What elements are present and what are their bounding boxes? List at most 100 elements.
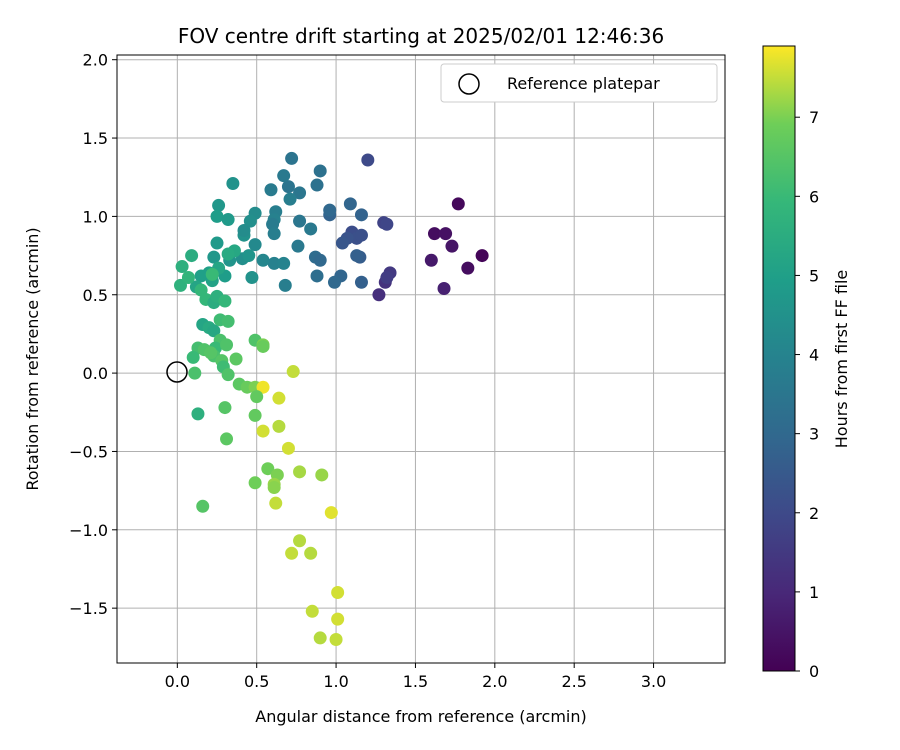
data-point xyxy=(221,213,235,227)
x-tick-label: 3.0 xyxy=(641,672,666,691)
data-point xyxy=(324,506,338,520)
data-point xyxy=(269,496,283,510)
data-point xyxy=(261,462,275,476)
data-point xyxy=(313,253,327,267)
data-point xyxy=(281,441,295,455)
data-point xyxy=(343,197,357,211)
data-point xyxy=(427,227,441,241)
data-point xyxy=(243,214,257,228)
data-points xyxy=(173,151,489,646)
data-point xyxy=(221,247,235,261)
data-point xyxy=(293,186,307,200)
colorbar-label: Hours from first FF file xyxy=(832,270,851,449)
colorbar-tick-label: 2 xyxy=(809,504,819,523)
data-point xyxy=(354,208,368,222)
data-point xyxy=(256,253,270,267)
data-point xyxy=(181,271,195,285)
data-point xyxy=(304,546,318,560)
data-point xyxy=(305,604,319,618)
data-point xyxy=(220,432,234,446)
data-point xyxy=(186,350,200,364)
data-point xyxy=(226,176,240,190)
grid-lines xyxy=(117,55,725,663)
data-point xyxy=(445,239,459,253)
data-point xyxy=(461,261,475,275)
x-tick-label: 0.5 xyxy=(244,672,269,691)
data-point xyxy=(212,198,226,212)
data-point xyxy=(188,366,202,380)
colorbar-gradient xyxy=(762,45,796,672)
legend-label: Reference platepar xyxy=(507,74,660,93)
data-point xyxy=(304,222,318,236)
data-point xyxy=(283,192,297,206)
data-point xyxy=(277,169,291,183)
colorbar-tick-label: 5 xyxy=(809,266,819,285)
data-point xyxy=(293,214,307,228)
data-point xyxy=(194,269,208,283)
data-point xyxy=(248,238,262,252)
data-point xyxy=(293,465,307,479)
data-point xyxy=(335,236,349,250)
data-point xyxy=(256,380,270,394)
data-point xyxy=(185,249,199,263)
data-point xyxy=(286,365,300,379)
data-point xyxy=(285,151,299,165)
data-point xyxy=(248,408,262,422)
data-point xyxy=(204,346,218,360)
data-point xyxy=(221,314,235,328)
x-tick-label: 1.0 xyxy=(323,672,348,691)
y-tick-label: 0.5 xyxy=(83,286,108,305)
data-point xyxy=(439,227,453,241)
data-point xyxy=(207,250,221,264)
y-tick-label: 2.0 xyxy=(83,51,108,70)
data-point xyxy=(250,390,264,404)
data-point xyxy=(256,339,270,353)
data-point xyxy=(285,546,299,560)
data-point xyxy=(310,178,324,192)
data-point xyxy=(372,288,386,302)
data-point xyxy=(331,585,345,599)
data-point xyxy=(173,278,187,292)
data-point xyxy=(264,183,278,197)
colorbar-tick-label: 0 xyxy=(809,662,819,681)
data-point xyxy=(248,476,262,490)
data-point xyxy=(277,256,291,270)
y-ticks: −1.5 −1.0 −0.5 0.0 0.5 1.0 1.5 2.0 xyxy=(69,51,117,618)
y-tick-label: −1.0 xyxy=(69,521,108,540)
reference-point-marker xyxy=(166,361,188,383)
data-point xyxy=(350,249,364,263)
data-point xyxy=(237,224,251,238)
data-point xyxy=(221,368,235,382)
data-point xyxy=(329,632,343,646)
x-tick-label: 0.0 xyxy=(165,672,190,691)
data-point xyxy=(205,267,219,281)
data-point xyxy=(278,278,292,292)
plot-frame xyxy=(116,54,726,664)
data-point xyxy=(256,424,270,438)
colorbar-tick-label: 1 xyxy=(809,583,819,602)
y-tick-label: −0.5 xyxy=(69,442,108,461)
data-point xyxy=(354,228,368,242)
data-point xyxy=(331,612,345,626)
data-point xyxy=(354,275,368,289)
data-point xyxy=(191,407,205,421)
data-point xyxy=(380,217,394,231)
data-point xyxy=(218,294,232,308)
data-point xyxy=(210,209,224,223)
data-point xyxy=(310,269,324,283)
data-point xyxy=(175,260,189,274)
colorbar: 0 1 2 3 4 5 6 7 Hours from first FF file xyxy=(762,45,851,681)
data-point xyxy=(315,468,329,482)
legend-box xyxy=(440,63,718,103)
x-tick-label: 1.5 xyxy=(403,672,428,691)
data-point xyxy=(267,227,281,241)
x-axis-label: Angular distance from reference (arcmin) xyxy=(255,707,586,726)
x-ticks: 0.0 0.5 1.0 1.5 2.0 2.5 3.0 xyxy=(165,663,666,691)
data-point xyxy=(451,197,465,211)
x-tick-label: 2.5 xyxy=(561,672,586,691)
data-point xyxy=(196,499,210,513)
data-point xyxy=(207,324,221,338)
data-point xyxy=(245,271,259,285)
colorbar-tick-label: 6 xyxy=(809,187,819,206)
